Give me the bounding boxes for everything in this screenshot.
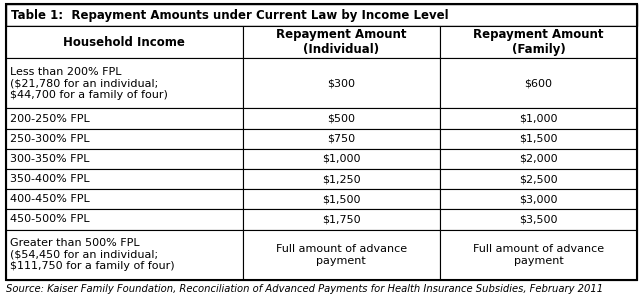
Text: 350-400% FPL: 350-400% FPL — [10, 174, 89, 184]
Bar — [440, 129, 637, 149]
Text: $2,500: $2,500 — [519, 174, 557, 184]
Bar — [6, 129, 242, 149]
Bar — [242, 189, 440, 209]
Bar — [440, 169, 637, 189]
Text: $1,000: $1,000 — [519, 113, 557, 124]
Text: $300: $300 — [327, 78, 355, 88]
Text: $3,500: $3,500 — [519, 214, 557, 224]
Text: $1,500: $1,500 — [519, 134, 557, 144]
Text: 450-500% FPL: 450-500% FPL — [10, 214, 89, 224]
Bar — [440, 58, 637, 109]
Text: $750: $750 — [327, 134, 356, 144]
Bar — [242, 149, 440, 169]
Bar — [440, 230, 637, 280]
Text: Greater than 500% FPL
($54,450 for an individual;
$111,750 for a family of four): Greater than 500% FPL ($54,450 for an in… — [10, 238, 175, 272]
Bar — [440, 109, 637, 129]
Bar — [242, 109, 440, 129]
Text: Full amount of advance
payment: Full amount of advance payment — [276, 244, 407, 266]
Text: Source: Kaiser Family Foundation, Reconciliation of Advanced Payments for Health: Source: Kaiser Family Foundation, Reconc… — [6, 284, 603, 294]
Bar — [6, 230, 242, 280]
Bar — [242, 209, 440, 230]
Text: Less than 200% FPL
($21,780 for an individual;
$44,700 for a family of four): Less than 200% FPL ($21,780 for an indiv… — [10, 67, 168, 100]
Bar — [6, 58, 242, 109]
Bar — [6, 109, 242, 129]
Bar — [242, 230, 440, 280]
Text: Table 1:  Repayment Amounts under Current Law by Income Level: Table 1: Repayment Amounts under Current… — [11, 8, 449, 22]
Text: Household Income: Household Income — [64, 35, 185, 49]
Bar — [440, 149, 637, 169]
Bar — [6, 209, 242, 230]
Text: $1,000: $1,000 — [322, 154, 361, 164]
Text: 250-300% FPL: 250-300% FPL — [10, 134, 89, 144]
Bar — [440, 209, 637, 230]
Bar — [242, 129, 440, 149]
Text: Repayment Amount
(Family): Repayment Amount (Family) — [473, 28, 604, 56]
Bar — [6, 169, 242, 189]
Bar — [242, 58, 440, 109]
Text: $1,250: $1,250 — [322, 174, 361, 184]
Bar — [242, 26, 440, 58]
Text: $2,000: $2,000 — [519, 154, 557, 164]
Bar — [440, 26, 637, 58]
Bar — [6, 189, 242, 209]
Text: $1,750: $1,750 — [322, 214, 361, 224]
Text: $500: $500 — [327, 113, 355, 124]
Bar — [242, 169, 440, 189]
Text: 400-450% FPL: 400-450% FPL — [10, 194, 90, 204]
Text: 300-350% FPL: 300-350% FPL — [10, 154, 89, 164]
Bar — [6, 26, 242, 58]
Text: Repayment Amount
(Individual): Repayment Amount (Individual) — [276, 28, 406, 56]
Text: Full amount of advance
payment: Full amount of advance payment — [473, 244, 604, 266]
Text: $3,000: $3,000 — [519, 194, 557, 204]
Bar — [6, 149, 242, 169]
Text: $1,500: $1,500 — [322, 194, 361, 204]
Bar — [440, 189, 637, 209]
Text: 200-250% FPL: 200-250% FPL — [10, 113, 90, 124]
Text: $600: $600 — [525, 78, 552, 88]
Bar — [6, 4, 637, 26]
